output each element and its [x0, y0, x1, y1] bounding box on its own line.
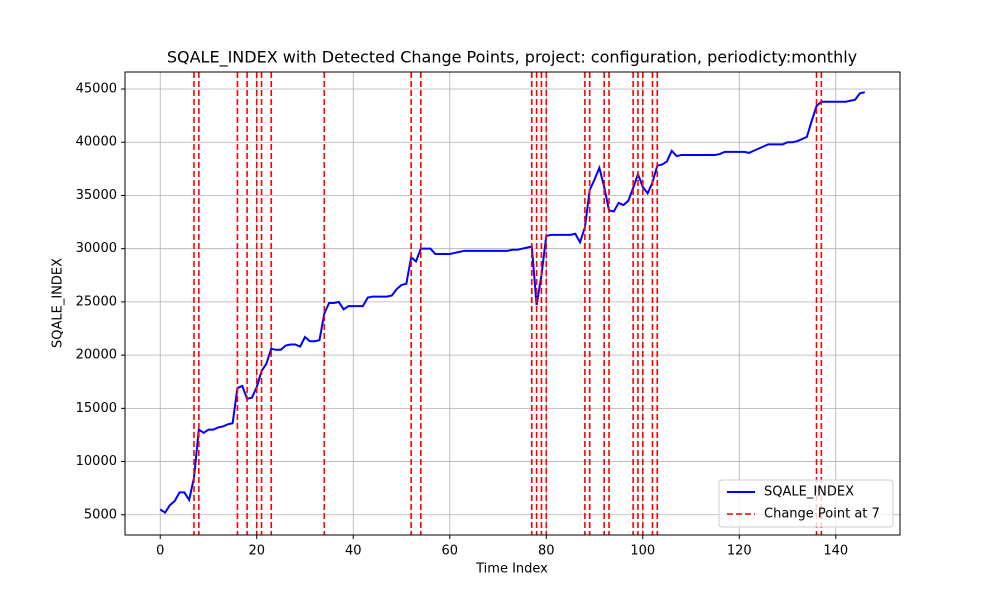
- x-tick-label: 60: [441, 544, 458, 559]
- x-tick-label: 40: [345, 544, 362, 559]
- legend-box: [718, 479, 894, 528]
- y-tick-label: 30000: [76, 241, 117, 256]
- y-tick-label: 10000: [76, 454, 117, 469]
- y-tick-label: 5000: [84, 507, 117, 522]
- x-tick-label: 20: [248, 544, 265, 559]
- legend-label: SQALE_INDEX: [764, 485, 854, 500]
- y-axis-label: SQALE_INDEX: [51, 258, 66, 348]
- x-tick-label: 0: [156, 544, 164, 559]
- y-tick-label: 15000: [76, 401, 117, 416]
- x-tick-label: 140: [823, 544, 848, 559]
- y-tick-label: 25000: [76, 294, 117, 309]
- x-axis-label: Time Index: [475, 562, 548, 577]
- y-tick-label: 45000: [76, 82, 117, 97]
- y-tick-label: 40000: [76, 135, 117, 150]
- x-tick-label: 120: [727, 544, 752, 559]
- data-line: [159, 91, 865, 515]
- legend-label: Change Point at 7: [764, 507, 880, 522]
- x-tick-label: 100: [630, 544, 655, 559]
- plot-frame: [124, 71, 901, 536]
- y-tick-label: 35000: [76, 188, 117, 203]
- chart-title: SQALE_INDEX with Detected Change Points,…: [167, 48, 857, 68]
- x-tick-label: 80: [538, 544, 555, 559]
- y-tick-label: 20000: [76, 348, 117, 363]
